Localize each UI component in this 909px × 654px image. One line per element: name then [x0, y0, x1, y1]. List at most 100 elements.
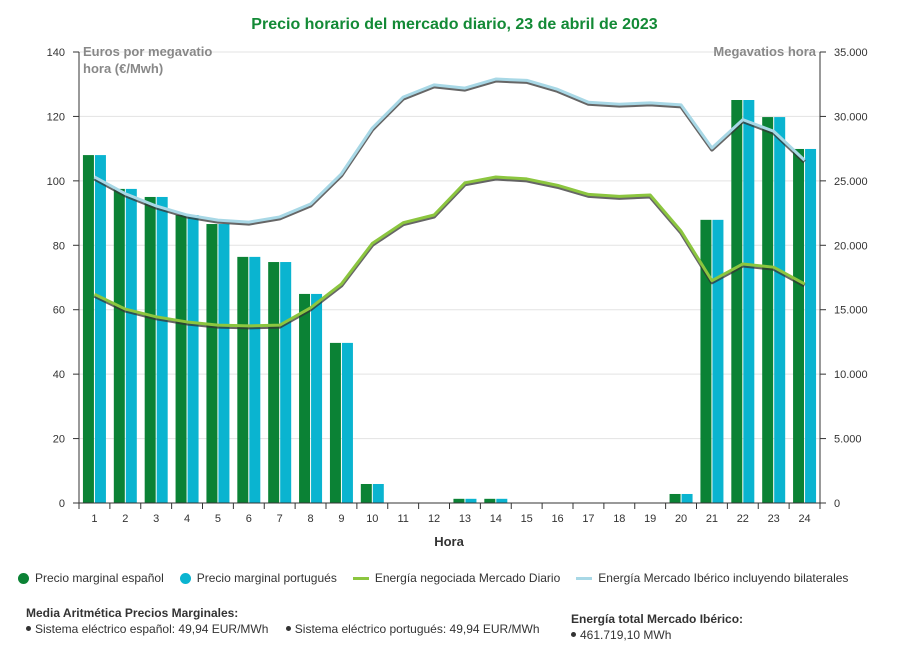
legend-line-icon [576, 576, 593, 580]
y-right-tick-label: 0 [834, 498, 840, 510]
x-axis-label: Hora [434, 534, 464, 549]
gridlines [79, 51, 820, 440]
bar-pt [805, 148, 817, 503]
y-left-tick-label: 40 [53, 369, 65, 381]
y-right-tick-label: 15.000 [834, 305, 868, 317]
bars [82, 99, 817, 504]
bar-es [206, 224, 218, 503]
x-tick-label: 22 [737, 513, 749, 525]
y-left-tick-label: 120 [47, 111, 65, 123]
x-tick-label: 6 [246, 513, 252, 525]
y-right-tick-label: 5.000 [834, 434, 862, 446]
footer-media: Media Aritmética Precios Marginales: Sis… [26, 606, 554, 636]
bar-pt [187, 215, 199, 504]
legend-item-precio-espanol[interactable]: Precio marginal español [18, 571, 164, 585]
y-right-tick-label: 25.000 [834, 176, 868, 188]
bar-pt [372, 483, 384, 503]
footer-media-title: Media Aritmética Precios Marginales: [26, 606, 239, 620]
bar-pt [712, 219, 724, 503]
footer-energia-title: Energía total Mercado Ibérico: [571, 612, 744, 626]
x-tick-label: 20 [675, 513, 687, 525]
x-tick-label: 1 [91, 513, 97, 525]
legend-label: Precio marginal portugués [196, 571, 337, 585]
legend-item-energia-bilaterales[interactable]: Energía Mercado Ibérico incluyendo bilat… [576, 571, 848, 585]
x-tick-label: 19 [644, 513, 656, 525]
y-left-tick-label: 140 [47, 47, 65, 59]
bar-es [453, 498, 465, 503]
bar-es [144, 196, 156, 503]
bullet-icon [571, 632, 576, 638]
legend-dot-icon [179, 572, 191, 584]
y-right-tick-label: 10.000 [834, 369, 868, 381]
y-left-tick-label: 0 [59, 498, 65, 510]
chart-title: Precio horario del mercado diario, 23 de… [251, 16, 658, 33]
bar-es [175, 215, 187, 504]
legend-label: Precio marginal español [35, 571, 164, 585]
y-right-tick-label: 35.000 [834, 47, 868, 59]
legend-line-icon [352, 576, 369, 580]
bar-pt [249, 256, 261, 503]
footer-energia: Energía total Mercado Ibérico: 461.719,1… [571, 612, 743, 642]
y-right-tick-label: 30.000 [834, 111, 868, 123]
bar-es [793, 148, 805, 503]
x-tick-label: 9 [338, 513, 344, 525]
legend: Precio marginal español Precio marginal … [18, 571, 909, 585]
bar-es [669, 493, 681, 503]
x-tick-label: 3 [153, 513, 159, 525]
bar-pt [774, 117, 786, 503]
y-left-tick-label: 60 [53, 305, 65, 317]
x-tick-label: 24 [798, 513, 810, 525]
lines [93, 77, 806, 330]
y-axis-left-label-line2: hora (€/Mwh) [83, 61, 163, 76]
x-tick-label: 5 [215, 513, 221, 525]
x-tick-label: 10 [366, 513, 378, 525]
y-axis-right-label: Megavatios hora [713, 44, 816, 59]
bar-pt [156, 196, 168, 503]
axes: 0 20 40 60 80 100 120 140 0 5.000 10.000 15.000 20.0… [47, 47, 868, 525]
x-tick-label: 12 [428, 513, 440, 525]
x-tick-label: 13 [459, 513, 471, 525]
bar-es [762, 117, 774, 503]
line-energia-bilaterales [93, 77, 806, 224]
x-tick-label: 4 [184, 513, 190, 525]
x-tick-label: 14 [490, 513, 502, 525]
x-tick-label: 8 [308, 513, 314, 525]
x-tick-label: 16 [551, 513, 563, 525]
bar-es [268, 262, 280, 503]
legend-dot-icon [18, 572, 29, 584]
bar-es [484, 498, 496, 503]
legend-item-precio-portugues[interactable]: Precio marginal portugués [179, 571, 337, 585]
legend-item-energia-diario[interactable]: Energía negociada Mercado Diario [352, 571, 561, 585]
bar-pt [681, 493, 693, 503]
bar-es [700, 219, 712, 503]
y-axis-left-label-line1: Euros por megavatio [83, 44, 212, 59]
x-tick-label: 11 [397, 513, 408, 525]
footer-energia-value-text: 461.719,10 MWh [580, 628, 672, 642]
bar-es [360, 483, 372, 503]
y-right-tick-label: 20.000 [834, 240, 868, 252]
y-left-tick-label: 100 [47, 176, 65, 188]
footer-media-pt-text: Sistema eléctrico portugués: 49,94 EUR/M… [294, 622, 540, 636]
bullet-icon [26, 626, 31, 632]
x-tick-label: 18 [613, 513, 625, 525]
bar-es [299, 293, 311, 503]
x-tick-label: 2 [122, 513, 128, 525]
line-energia-diario [93, 175, 806, 328]
bar-es [113, 188, 125, 504]
footer-media-es: Sistema eléctrico español: 49,94 EUR/MWh [26, 622, 268, 636]
x-tick-label: 23 [768, 513, 780, 525]
bar-pt [94, 155, 106, 504]
bar-es [731, 99, 743, 504]
chart-canvas: 0 20 40 60 80 100 120 140 0 5.000 10.000 15.000 20.0… [47, 44, 868, 549]
y-left-tick-label: 80 [53, 240, 65, 252]
footer-media-pt: Sistema eléctrico portugués: 49,94 EUR/M… [285, 622, 540, 636]
bar-es [237, 256, 249, 503]
legend-label: Energía negociada Mercado Diario [374, 571, 561, 585]
bar-es [82, 155, 94, 504]
bar-pt [280, 262, 292, 503]
bar-pt [341, 342, 353, 503]
bar-pt [743, 99, 755, 504]
bar-pt [125, 188, 137, 504]
x-tick-label: 15 [521, 513, 533, 525]
bar-pt [311, 293, 323, 503]
